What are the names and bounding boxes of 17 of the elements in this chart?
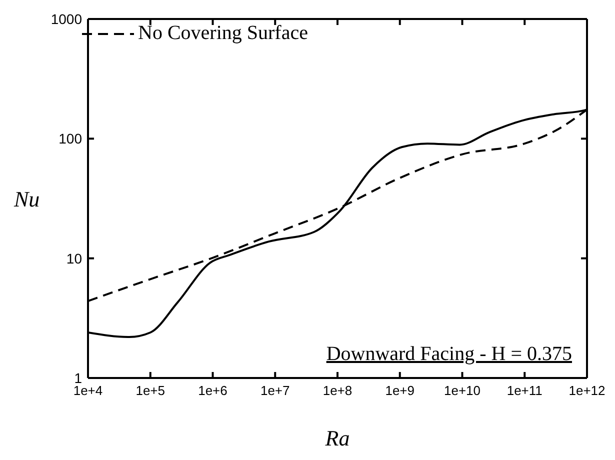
x-tick-label: 1e+8 xyxy=(322,383,352,398)
x-tick-label: 1e+10 xyxy=(444,383,481,398)
y-tick-label: 1 xyxy=(74,370,82,386)
x-tick-label: 1e+7 xyxy=(260,383,290,398)
y-tick-label: 1000 xyxy=(50,10,82,27)
x-tick-label: 1e+5 xyxy=(136,383,166,398)
x-tick-label: 1e+9 xyxy=(385,383,415,398)
x-tick-label: 1e+4 xyxy=(73,383,103,398)
legend-label: No Covering Surface xyxy=(138,22,308,45)
y-tick-label: 10 xyxy=(66,250,82,266)
x-tick-label: 1e+11 xyxy=(506,383,542,398)
x-tick-label: 1e+12 xyxy=(568,383,606,398)
x-axis-title: Ra xyxy=(324,426,350,451)
y-axis-title: Nu xyxy=(13,186,40,212)
y-tick-label: 100 xyxy=(58,130,82,147)
annotation: Downward Facing - H = 0.375 xyxy=(326,343,572,366)
x-tick-label: 1e+6 xyxy=(198,383,228,398)
